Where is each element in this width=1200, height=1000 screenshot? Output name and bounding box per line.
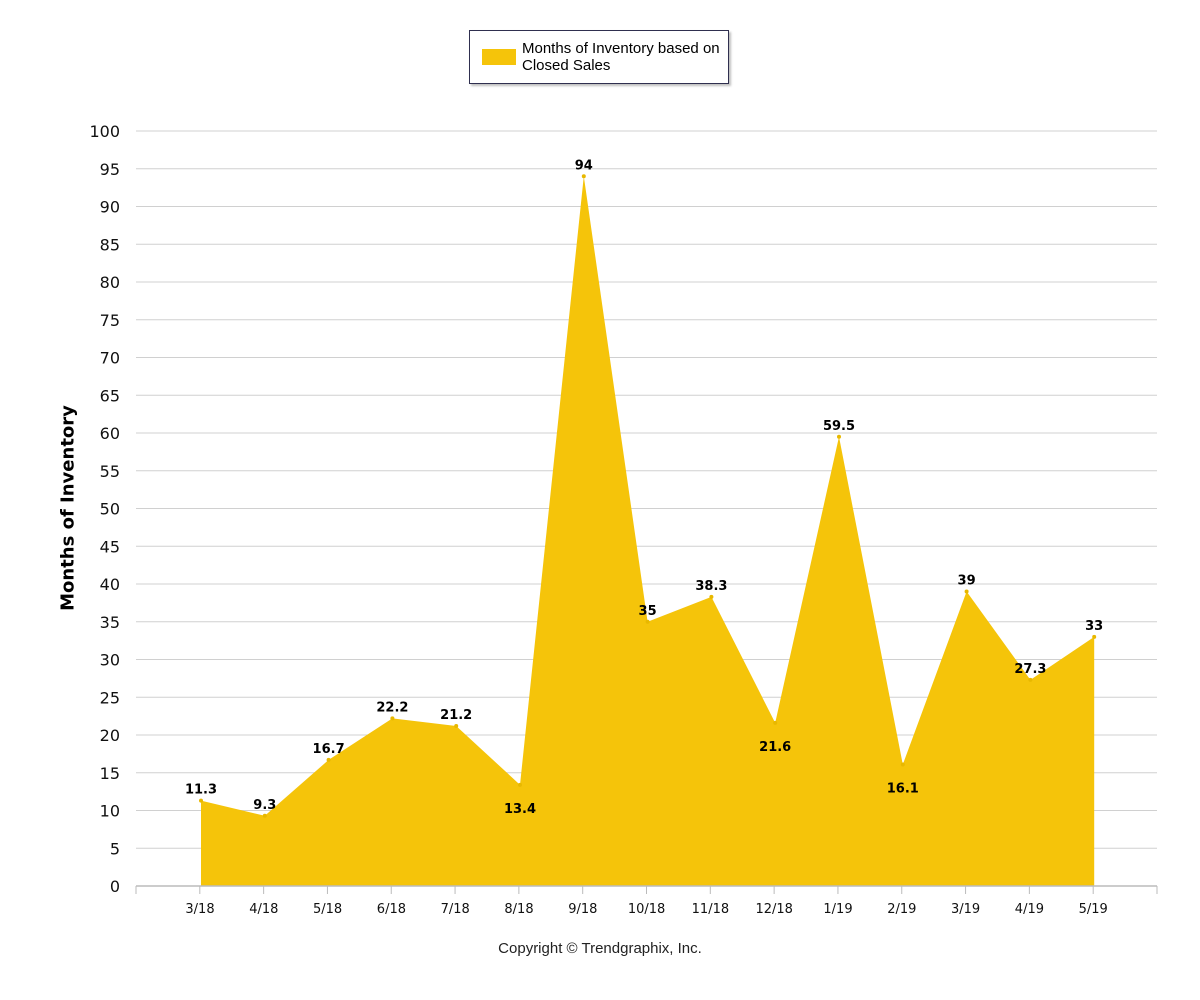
- y-axis-title: Months of Inventory: [57, 405, 79, 611]
- x-tick-label: 2/19: [887, 902, 916, 917]
- data-label: 21.6: [759, 740, 791, 755]
- y-tick-label: 30: [100, 651, 120, 670]
- x-tick-label: 12/18: [755, 902, 792, 917]
- legend: Months of Inventory based on Closed Sale…: [469, 30, 729, 84]
- x-tick-label: 8/18: [504, 902, 533, 917]
- y-tick-label: 10: [100, 802, 120, 821]
- legend-swatch: [482, 49, 516, 65]
- x-tick-label: 5/18: [313, 902, 342, 917]
- y-tick-label: 75: [100, 311, 120, 330]
- data-label: 16.7: [313, 742, 345, 757]
- data-point: [326, 757, 331, 762]
- data-label: 94: [575, 158, 593, 173]
- y-tick-label: 85: [100, 235, 120, 254]
- data-label: 11.3: [185, 783, 217, 798]
- data-label: 16.1: [887, 781, 919, 796]
- x-tick-label: 3/19: [951, 902, 980, 917]
- data-label: 13.4: [504, 802, 536, 817]
- data-label: 39: [958, 574, 976, 589]
- y-tick-label: 70: [100, 349, 120, 368]
- data-point: [581, 174, 586, 179]
- x-tick-label: 6/18: [377, 902, 406, 917]
- y-tick-label: 65: [100, 386, 120, 405]
- copyright-text: Copyright © Trendgraphix, Inc.: [498, 940, 702, 957]
- y-tick-label: 35: [100, 613, 120, 632]
- y-tick-label: 100: [89, 122, 120, 141]
- area-series: [199, 174, 1097, 887]
- data-point: [837, 434, 841, 439]
- data-label: 59.5: [823, 419, 855, 434]
- data-point: [645, 619, 650, 624]
- data-point: [390, 716, 395, 721]
- x-tick-labels: 3/18 4/18 5/18 6/18 7/18 8/18 9/18 10/18 11/18 12…: [185, 902, 1107, 917]
- data-point: [964, 589, 969, 594]
- x-tick-label: 9/18: [568, 902, 597, 917]
- x-tick-label: 3/18: [185, 902, 214, 917]
- y-tick-label: 60: [100, 424, 120, 443]
- y-tick-label: 15: [100, 764, 120, 783]
- y-tick-labels: 0 5 10 15 20 25 30 35 40 45 50 55 60 65 70 75 80 85 90 95 10…: [89, 122, 120, 896]
- data-point: [900, 762, 905, 767]
- y-tick-label: 20: [100, 726, 120, 745]
- y-tick-label: 0: [110, 877, 120, 896]
- y-tick-label: 50: [100, 500, 120, 519]
- y-tick-label: 55: [100, 462, 120, 481]
- y-tick-label: 40: [100, 575, 120, 594]
- x-tick-label: 7/18: [441, 902, 470, 917]
- grid-lines: [136, 130, 1157, 849]
- data-point: [199, 798, 203, 803]
- data-point: [773, 720, 778, 725]
- axes: [135, 885, 1158, 894]
- data-point: [262, 813, 267, 818]
- x-tick-label: 1/19: [823, 902, 852, 917]
- data-label: 22.2: [376, 700, 408, 715]
- data-label: 21.2: [440, 708, 472, 723]
- data-point: [454, 723, 459, 728]
- y-tick-label: 45: [100, 537, 120, 556]
- x-tick-label: 4/19: [1015, 902, 1044, 917]
- series-area: [201, 176, 1095, 887]
- data-point: [1092, 634, 1097, 639]
- data-labels: 11.3 9.3 16.7 22.2 21.2 13.4 94 35 38.3 21.6 59.5 1…: [185, 158, 1103, 817]
- data-point: [1028, 677, 1033, 682]
- y-tick-label: 90: [100, 198, 120, 217]
- data-label: 33: [1085, 619, 1103, 634]
- x-tick-label: 11/18: [692, 902, 729, 917]
- data-point: [518, 782, 522, 787]
- x-tick-label: 5/19: [1079, 902, 1108, 917]
- data-point: [709, 594, 714, 599]
- x-tick-label: 4/18: [249, 902, 278, 917]
- y-tick-label: 25: [100, 688, 120, 707]
- data-label: 38.3: [695, 579, 727, 594]
- y-tick-label: 80: [100, 273, 120, 292]
- data-label: 9.3: [253, 798, 276, 813]
- legend-label: Months of Inventory based on Closed Sale…: [522, 40, 720, 74]
- data-label: 35: [639, 604, 657, 619]
- y-tick-label: 5: [110, 839, 120, 858]
- y-tick-label: 95: [100, 160, 120, 179]
- x-tick-label: 10/18: [628, 902, 665, 917]
- data-label: 27.3: [1014, 662, 1046, 677]
